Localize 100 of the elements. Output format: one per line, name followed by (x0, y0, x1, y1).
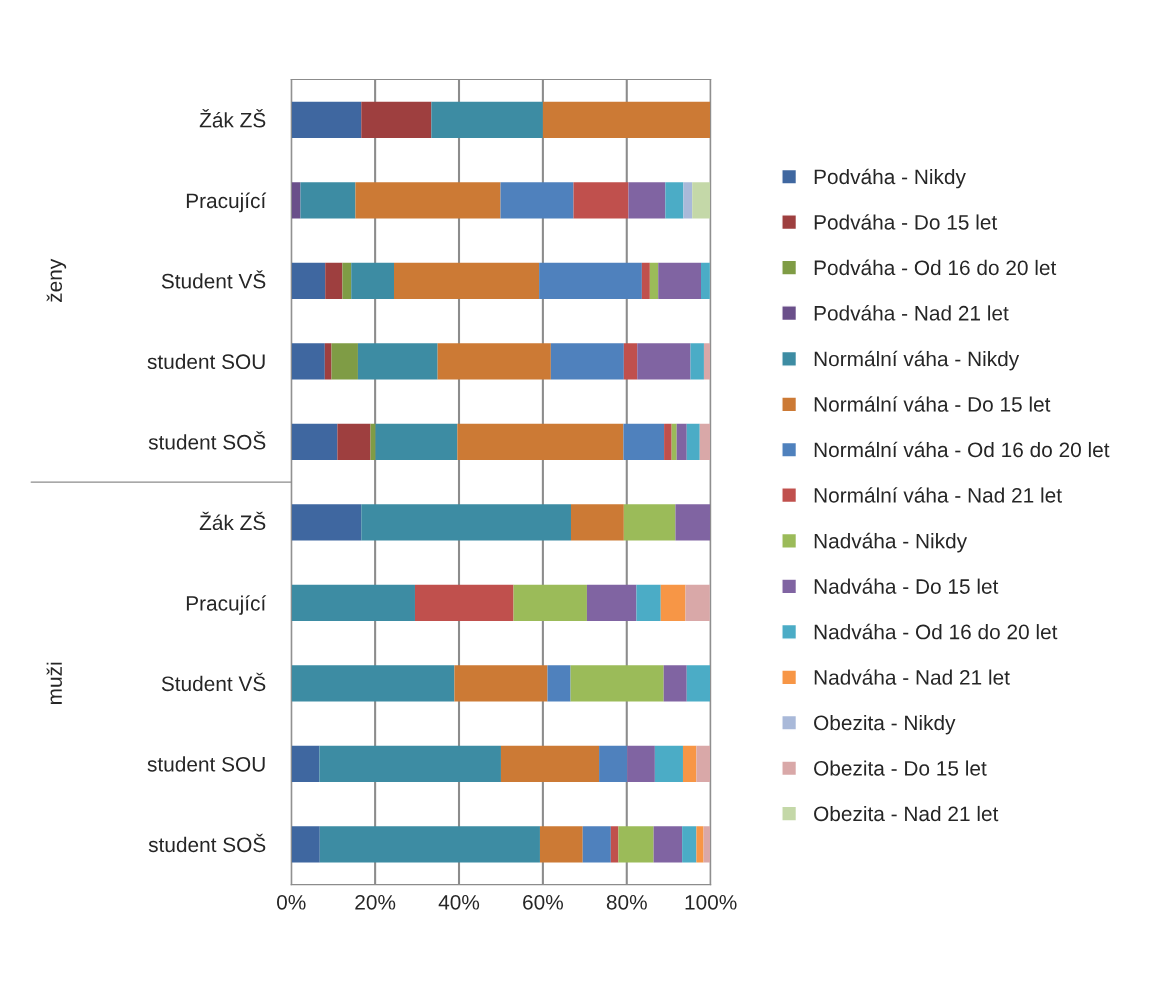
bar (291, 745, 320, 782)
bar (582, 826, 611, 863)
bar (663, 665, 687, 702)
y-tick-label: Pracující (186, 595, 267, 615)
y-tick-label: student SOU (147, 353, 265, 370)
bar (437, 343, 551, 380)
bar (291, 826, 320, 863)
bar (623, 343, 638, 380)
legend-label: Obezita - Nikdy (814, 714, 956, 735)
bar (699, 423, 711, 460)
bar (658, 262, 701, 299)
bar (291, 343, 325, 380)
legend-label: Obezita - Do 15 let (814, 760, 987, 776)
bar (355, 182, 501, 219)
bar (291, 101, 362, 138)
legend-label: Normální váha - Od 16 do 20 let (814, 441, 1110, 458)
text: ženy (46, 258, 67, 302)
bar (351, 262, 394, 299)
x-tick-label: 100% (685, 894, 737, 910)
y-tick-label: Pracující (186, 192, 267, 213)
bar (573, 182, 629, 219)
bar (685, 584, 710, 621)
bar (599, 745, 628, 782)
bar (696, 745, 711, 782)
bar (682, 745, 697, 782)
bar (324, 343, 332, 380)
bar (331, 343, 358, 380)
bar (361, 101, 432, 138)
bar (570, 504, 624, 541)
bar (671, 423, 677, 460)
y-tick-label: student SOŠ (148, 431, 266, 450)
bar (641, 262, 650, 299)
bar (623, 423, 665, 460)
bar (676, 423, 687, 460)
bar (618, 826, 654, 863)
bar (653, 826, 683, 863)
bar (649, 262, 659, 299)
legend-label: Normální váha - Nikdy (814, 350, 1020, 371)
x-tick-label: 0% (277, 894, 306, 910)
bar (291, 504, 362, 541)
bar (686, 665, 711, 702)
bar (291, 665, 455, 702)
bar (539, 826, 583, 863)
bar (319, 826, 540, 863)
bar (623, 504, 676, 541)
x-tick-label: 80% (606, 894, 647, 910)
bar (542, 101, 711, 138)
bar (686, 423, 700, 460)
legend-label: Nadváha - Nikdy (814, 532, 968, 553)
legend-label: Nadváha - Nad 21 let (814, 669, 1010, 685)
bar (547, 665, 571, 702)
bar (300, 182, 356, 219)
bar (586, 584, 637, 621)
bar (375, 423, 458, 460)
bar (610, 826, 619, 863)
bar (454, 665, 548, 702)
bar (414, 584, 514, 621)
y-tick-label: student SOU (147, 756, 265, 772)
bar (370, 423, 376, 460)
x-tick-label: 40% (438, 894, 480, 910)
bar (654, 745, 683, 782)
y-tick-label: student SOŠ (148, 833, 266, 853)
bar (513, 584, 587, 621)
bar (361, 504, 571, 541)
bar (539, 262, 642, 299)
bar (500, 182, 574, 219)
bar (701, 262, 710, 299)
bar (550, 343, 624, 380)
bar (627, 745, 655, 782)
bar (675, 504, 711, 541)
bar (690, 343, 704, 380)
legend-label: Obezita - Nad 21 let (814, 805, 999, 822)
legend-label: Podváha - Do 15 let (814, 214, 998, 230)
bar (291, 584, 415, 621)
bar (500, 745, 600, 782)
bar (394, 262, 540, 299)
y-tick-label: Student VŠ (161, 270, 266, 289)
bar (325, 262, 343, 299)
bar (628, 182, 666, 219)
bar (570, 665, 664, 702)
y-tick-label: Student VŠ (161, 672, 266, 692)
legend-label: Nadváha - Od 16 do 20 let (814, 623, 1058, 640)
bar (291, 262, 326, 299)
legend-label: Podváha - Od 16 do 20 let (814, 259, 1057, 276)
bar (665, 182, 684, 219)
text: muži (46, 662, 62, 704)
bar (291, 423, 338, 460)
bar (664, 423, 672, 460)
bar (337, 423, 371, 460)
x-tick-label: 20% (355, 894, 396, 910)
bar (696, 826, 704, 863)
bar (660, 584, 686, 621)
legend-label: Normální váha - Nad 21 let (814, 487, 1062, 503)
legend-label: Nadváha - Do 15 let (814, 578, 999, 594)
bar (636, 584, 661, 621)
bar (357, 343, 438, 380)
bar (682, 826, 697, 863)
y-tick-label: Žák ZŠ (199, 109, 266, 128)
bar (637, 343, 691, 380)
bar (692, 182, 711, 219)
